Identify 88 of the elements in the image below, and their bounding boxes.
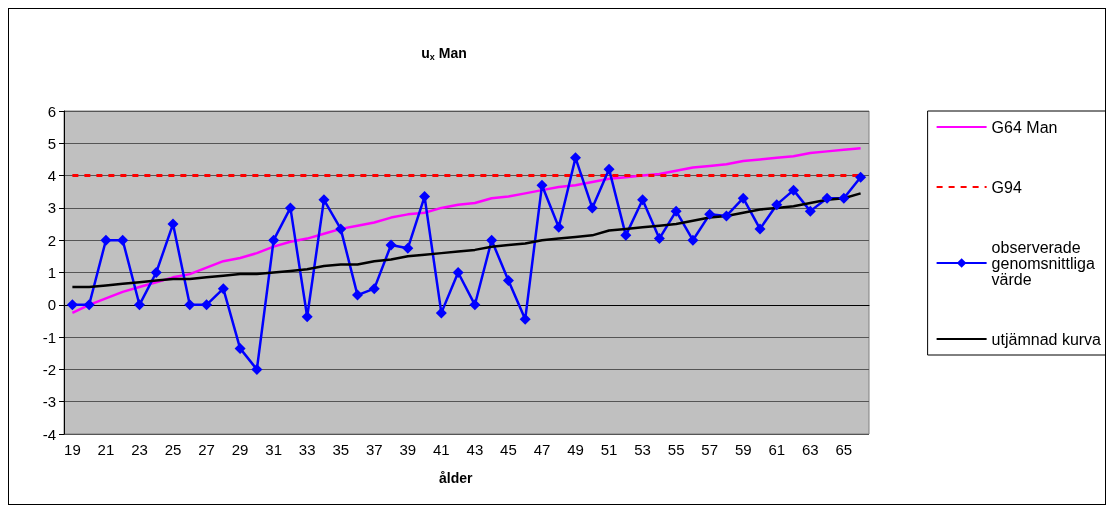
y-tick-label: -3 xyxy=(42,393,56,411)
x-tick-label: 27 xyxy=(198,441,215,458)
x-tick-label: 19 xyxy=(64,441,81,458)
point xyxy=(150,267,162,278)
x-tick-label: 37 xyxy=(365,441,383,458)
legend-label: G64 Man xyxy=(991,118,1058,136)
point xyxy=(519,313,531,325)
x-tick-label: 21 xyxy=(97,441,115,458)
point xyxy=(351,289,363,301)
y-tick-label: 2 xyxy=(47,231,56,249)
x-tick-label: 23 xyxy=(131,441,148,458)
point xyxy=(838,192,850,204)
x-tick-label: 55 xyxy=(667,441,685,458)
point xyxy=(788,184,800,196)
x-tick-label: 45 xyxy=(500,441,517,458)
point xyxy=(670,205,682,217)
point xyxy=(385,239,397,251)
point xyxy=(66,299,78,311)
point xyxy=(335,223,347,235)
legend-label: observerade genomsnittliga värde xyxy=(991,238,1100,288)
point xyxy=(368,283,380,295)
x-tick-label: 25 xyxy=(164,441,182,458)
point xyxy=(754,223,766,235)
x-tick-label: 53 xyxy=(634,441,651,458)
x-tick-label: 61 xyxy=(768,441,786,458)
point xyxy=(771,199,783,211)
point xyxy=(486,234,498,246)
point xyxy=(804,205,816,217)
point xyxy=(268,234,280,246)
x-tick-label: 47 xyxy=(533,441,551,458)
line-series xyxy=(71,192,862,289)
point xyxy=(301,311,313,323)
x-tick-label: 43 xyxy=(466,441,484,458)
point xyxy=(620,229,632,241)
y-tick-label: -1 xyxy=(42,328,56,346)
point xyxy=(402,242,414,254)
x-tick-label: 29 xyxy=(231,441,249,458)
x-tick-label: 31 xyxy=(265,441,282,458)
point xyxy=(167,218,179,230)
point xyxy=(603,163,615,175)
x-tick-label: 33 xyxy=(298,441,316,458)
x-tick-label: 51 xyxy=(600,441,618,458)
y-tick-label: 3 xyxy=(47,199,56,217)
y-tick-label: 1 xyxy=(47,264,56,281)
point xyxy=(100,234,112,246)
y-tick-label: 0 xyxy=(47,296,56,314)
point xyxy=(720,210,732,222)
x-tick-label: 63 xyxy=(801,441,819,458)
point xyxy=(217,283,229,295)
point xyxy=(536,179,548,191)
point xyxy=(553,221,565,233)
x-tick-label: 41 xyxy=(433,441,450,458)
point xyxy=(201,299,213,311)
point xyxy=(452,267,464,278)
point xyxy=(318,194,330,206)
x-tick-label: 59 xyxy=(734,441,752,458)
x-tick-label: 49 xyxy=(567,441,584,458)
x-tick-label: 57 xyxy=(701,441,719,458)
point xyxy=(251,363,263,375)
point xyxy=(435,307,447,319)
y-tick-label: 4 xyxy=(47,167,56,185)
point xyxy=(855,171,867,183)
legend-label: utjämnad kurva xyxy=(991,330,1102,348)
point xyxy=(184,299,196,311)
point xyxy=(234,342,246,354)
point xyxy=(570,152,582,164)
x-tick-label: 39 xyxy=(399,441,417,458)
point xyxy=(737,192,749,204)
point xyxy=(469,299,481,311)
point xyxy=(704,208,716,220)
point xyxy=(821,192,833,204)
point xyxy=(502,275,514,287)
x-tick-label: 65 xyxy=(835,441,853,458)
x-axis-title: ålder xyxy=(439,470,474,486)
point xyxy=(83,299,95,311)
y-tick-label: -4 xyxy=(42,425,56,443)
y-tick-label: -2 xyxy=(42,360,56,378)
y-tick-label: 6 xyxy=(47,102,56,120)
x-tick-label: 35 xyxy=(332,441,350,458)
point xyxy=(133,299,145,311)
point xyxy=(284,202,296,214)
point xyxy=(687,234,699,246)
y-tick-label: 5 xyxy=(47,134,56,152)
legend-label: G94 xyxy=(991,178,1022,196)
point xyxy=(586,202,598,214)
point xyxy=(653,233,665,245)
point xyxy=(117,234,129,246)
point xyxy=(637,194,649,206)
